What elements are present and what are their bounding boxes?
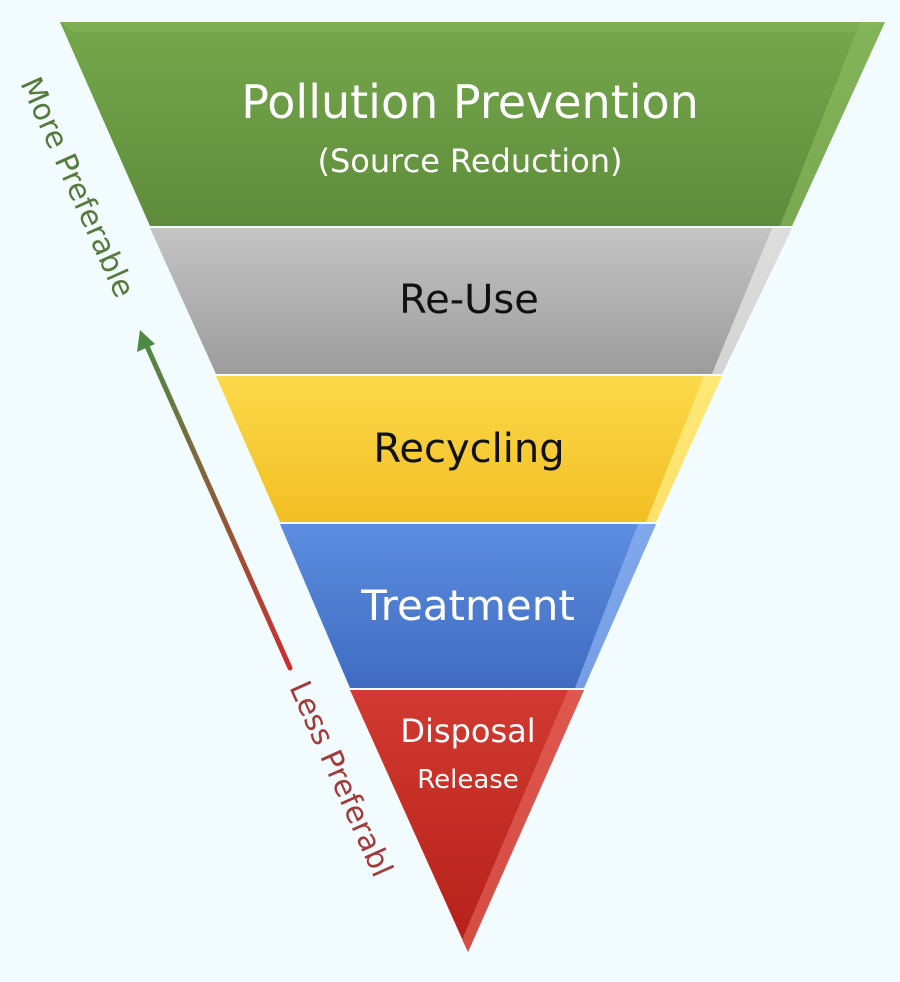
tier-title-re-use: Re-Use bbox=[399, 277, 539, 323]
tier-disposal bbox=[350, 690, 584, 952]
tier-title-disposal: Disposal bbox=[400, 712, 535, 750]
tier-treatment bbox=[280, 524, 656, 688]
tier-title-pollution-prevention: Pollution Prevention bbox=[241, 75, 699, 129]
preference-arrow bbox=[137, 330, 293, 671]
tier-subtitle-release: Release bbox=[417, 765, 519, 795]
tier-subtitle-source-reduction: (Source Reduction) bbox=[317, 142, 622, 180]
tier-recycling bbox=[216, 376, 722, 522]
arrow-head-icon bbox=[137, 330, 155, 352]
tier-title-recycling: Recycling bbox=[373, 426, 564, 472]
tier-title-treatment: Treatment bbox=[360, 581, 575, 630]
tier-re-use bbox=[150, 228, 792, 374]
tier-pollution-prevention bbox=[60, 22, 885, 226]
